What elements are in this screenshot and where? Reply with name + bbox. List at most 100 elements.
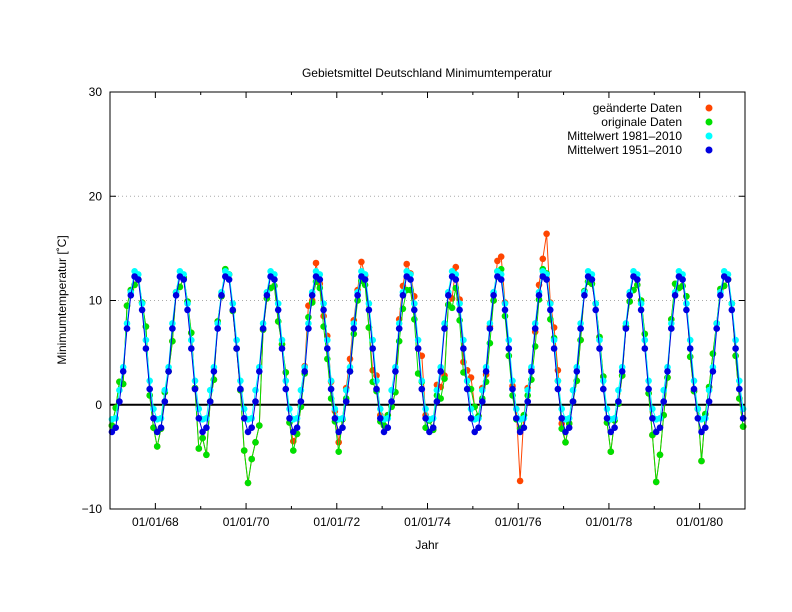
data-point <box>539 255 547 263</box>
data-point <box>282 377 290 385</box>
series-2 <box>108 268 747 423</box>
data-point <box>433 386 441 394</box>
data-point <box>316 276 324 283</box>
data-point <box>626 292 633 299</box>
data-point <box>327 385 335 393</box>
data-point <box>248 424 255 432</box>
data-point <box>248 415 255 422</box>
data-point <box>399 292 407 299</box>
data-point <box>513 405 520 413</box>
data-point <box>346 368 354 375</box>
data-point <box>206 398 214 405</box>
data-point <box>641 345 649 352</box>
data-point <box>293 424 301 432</box>
data-point <box>305 325 312 332</box>
data-point <box>259 320 267 327</box>
data-point <box>365 306 373 314</box>
data-point <box>645 377 652 385</box>
data-point <box>127 292 135 299</box>
data-point <box>395 325 403 332</box>
data-point <box>475 415 482 422</box>
y-tick-label: 30 <box>89 85 103 99</box>
data-point <box>342 386 350 394</box>
data-point <box>713 320 720 327</box>
y-tick-label: 20 <box>89 189 103 203</box>
data-point <box>358 258 365 266</box>
data-point <box>656 415 664 422</box>
data-point <box>683 300 690 307</box>
x-tick-label: 01/01/78 <box>586 515 633 529</box>
data-point <box>229 306 237 314</box>
data-point <box>679 276 686 283</box>
data-point <box>656 451 664 459</box>
data-point <box>732 345 739 352</box>
data-point <box>150 415 157 422</box>
data-point <box>471 428 479 436</box>
data-point <box>335 448 343 456</box>
data-point <box>668 325 675 332</box>
data-point <box>603 405 611 413</box>
data-point <box>150 405 157 413</box>
data-point <box>509 385 516 393</box>
data-point <box>237 385 244 393</box>
data-point <box>479 386 486 394</box>
data-point <box>486 325 494 332</box>
x-tick-label: 01/01/74 <box>404 515 451 529</box>
data-point <box>395 337 403 345</box>
legend-marker <box>705 104 713 112</box>
data-point <box>274 300 282 307</box>
series-1 <box>108 265 747 487</box>
data-point <box>373 377 380 385</box>
data-point <box>169 320 176 327</box>
data-point <box>259 325 267 332</box>
data-point <box>531 325 539 332</box>
data-point <box>255 368 263 375</box>
data-point <box>361 276 369 283</box>
data-point <box>437 368 445 375</box>
x-tick-label: 01/01/68 <box>132 515 179 529</box>
legend-marker <box>705 146 713 154</box>
data-point <box>713 325 720 332</box>
data-point <box>244 479 252 487</box>
data-point <box>524 398 531 405</box>
x-tick-label: 01/01/76 <box>495 515 542 529</box>
series-line <box>111 270 744 420</box>
data-point <box>445 292 452 299</box>
data-point <box>513 415 520 422</box>
data-point <box>380 428 388 436</box>
data-point <box>308 292 316 299</box>
data-point <box>225 276 233 283</box>
data-point <box>652 428 660 436</box>
data-point <box>411 306 418 314</box>
data-point <box>603 415 611 422</box>
data-point <box>615 398 622 405</box>
data-point <box>732 336 739 344</box>
data-point <box>600 377 607 385</box>
data-point <box>486 320 494 327</box>
data-point <box>705 398 713 405</box>
x-axis-label: Jahr <box>415 538 438 552</box>
x-axis-ticks: 01/01/68 01/01/70 01/01/72 01/01/74 01/01/76… <box>109 92 746 529</box>
data-point <box>554 385 562 393</box>
data-point <box>195 445 203 452</box>
data-point <box>308 299 316 306</box>
data-point <box>524 386 531 394</box>
data-point <box>369 336 377 344</box>
data-point <box>728 300 736 307</box>
data-point <box>550 336 558 344</box>
legend-marker <box>705 118 713 126</box>
data-point <box>331 415 339 422</box>
data-point <box>596 345 603 352</box>
data-point <box>441 320 448 327</box>
data-point <box>206 386 214 394</box>
data-point <box>607 428 615 436</box>
data-point <box>116 398 123 405</box>
data-point <box>237 377 244 385</box>
data-point <box>520 424 528 432</box>
data-point <box>327 377 335 385</box>
data-point <box>169 337 176 345</box>
data-point <box>656 424 664 432</box>
data-point <box>433 398 441 405</box>
data-point <box>233 345 240 352</box>
